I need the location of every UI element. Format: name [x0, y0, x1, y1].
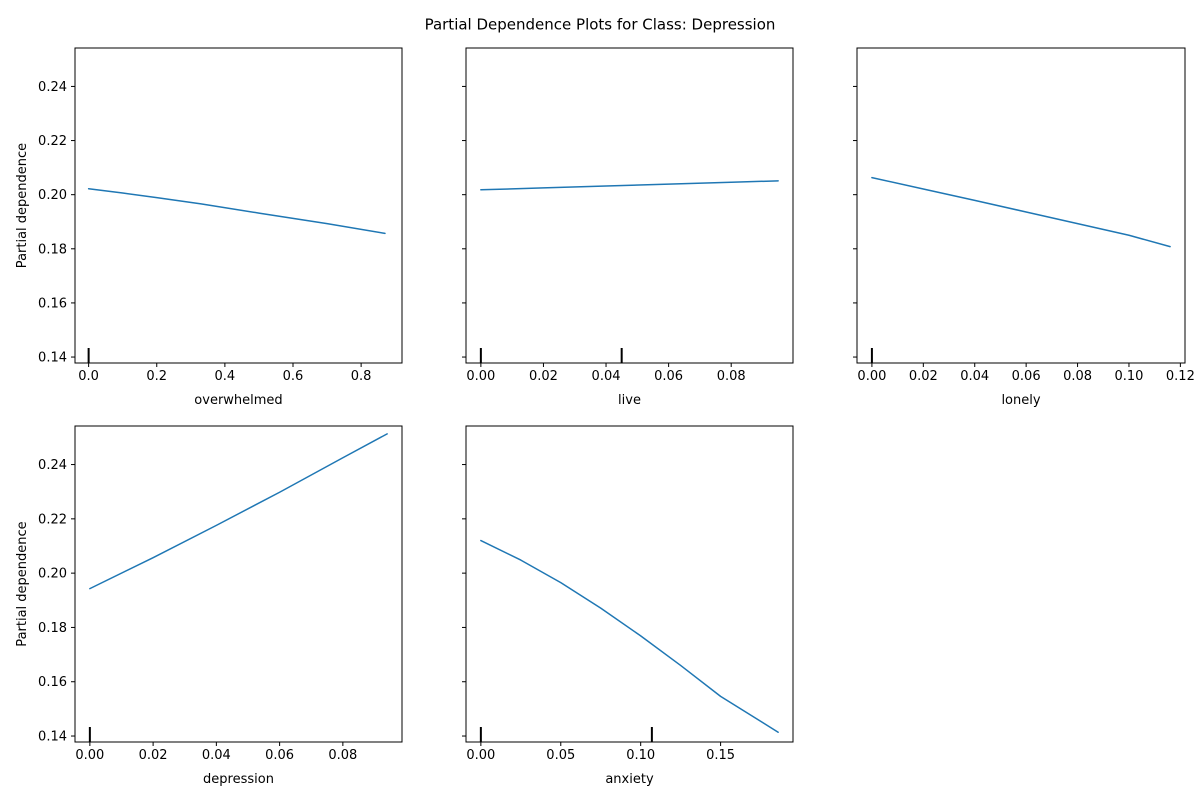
x-tick-label: 0.05 — [546, 748, 575, 763]
x-tick-label: 0.6 — [283, 369, 304, 384]
pd-line-live — [480, 180, 779, 191]
x-tick-label: 0.02 — [139, 748, 168, 763]
x-tick-label: 0.2 — [146, 369, 167, 384]
x-tick-label: 0.04 — [960, 369, 989, 384]
x-tick-label: 0.0 — [78, 369, 99, 384]
pdp-panel-depression: 0.00 0.02 0.04 0.06 0.08 0.14 0.16 0.18 0.20 0.22… — [15, 425, 403, 787]
x-tick-label: 0.10 — [1114, 369, 1143, 384]
x-axis-label: overwhelmed — [194, 393, 282, 408]
axes-frame — [74, 47, 403, 364]
x-tick-label: 0.12 — [1166, 369, 1195, 384]
x-tick-label: 0.08 — [328, 748, 357, 763]
y-tick-label: 0.24 — [38, 80, 67, 95]
pd-line-depression — [89, 433, 388, 590]
x-axis-label: lonely — [1001, 393, 1040, 408]
y-tick-label: 0.22 — [38, 134, 67, 149]
pdp-panel-anxiety: 0.00 0.05 0.10 0.15 anxiety — [462, 425, 794, 787]
x-axis-label: live — [618, 393, 641, 408]
x-tick-label: 0.08 — [1063, 369, 1092, 384]
y-axis-label: Partial dependence — [15, 521, 30, 646]
pd-line-anxiety — [480, 539, 779, 733]
pdp-panel-live: 0.00 0.02 0.04 0.06 0.08 live — [462, 47, 794, 408]
pdp-panel-lonely: 0.00 0.02 0.04 0.06 0.08 0.10 0.12 lonely — [853, 47, 1195, 408]
x-tick-label: 0.06 — [1012, 369, 1041, 384]
y-tick-label: 0.24 — [38, 458, 67, 473]
x-axis-label: depression — [203, 772, 274, 787]
x-tick-label: 0.06 — [654, 369, 683, 384]
y-axis-label: Partial dependence — [15, 143, 30, 268]
y-tick-label: 0.22 — [38, 512, 67, 527]
x-tick-label: 0.00 — [466, 369, 495, 384]
y-tick-label: 0.16 — [38, 675, 67, 690]
x-tick-label: 0.10 — [626, 748, 655, 763]
pdp-panel-overwhelmed: 0.0 0.2 0.4 0.6 0.8 0.14 0.16 0.18 0.20 0.22 0.24 o… — [15, 47, 403, 408]
x-tick-label: 0.8 — [351, 369, 372, 384]
x-tick-label: 0.08 — [717, 369, 746, 384]
y-tick-label: 0.18 — [38, 242, 67, 257]
x-tick-label: 0.02 — [529, 369, 558, 384]
x-tick-label: 0.04 — [202, 748, 231, 763]
x-tick-label: 0.02 — [909, 369, 938, 384]
x-tick-label: 0.06 — [265, 748, 294, 763]
x-tick-label: 0.00 — [466, 748, 495, 763]
x-tick-label: 0.4 — [215, 369, 236, 384]
pd-line-lonely — [871, 176, 1171, 248]
y-tick-label: 0.14 — [38, 730, 67, 745]
y-tick-label: 0.16 — [38, 296, 67, 311]
x-tick-label: 0.04 — [592, 369, 621, 384]
pd-line-overwhelmed — [87, 187, 386, 235]
axes-frame — [856, 47, 1186, 364]
figure-title: Partial Dependence Plots for Class: Depr… — [425, 16, 776, 34]
subplots-grid: 0.0 0.2 0.4 0.6 0.8 0.14 0.16 0.18 0.20 0.22 0.24 o… — [15, 47, 1195, 787]
y-tick-label: 0.14 — [38, 351, 67, 366]
y-tick-label: 0.18 — [38, 621, 67, 636]
axes-frame — [74, 425, 403, 743]
x-tick-label: 0.15 — [706, 748, 735, 763]
axes-frame — [465, 47, 794, 364]
x-axis-label: anxiety — [605, 772, 654, 787]
y-tick-label: 0.20 — [38, 567, 67, 582]
x-tick-label: 0.00 — [857, 369, 886, 384]
x-tick-label: 0.00 — [75, 748, 104, 763]
axes-frame — [465, 425, 794, 743]
y-tick-label: 0.20 — [38, 188, 67, 203]
